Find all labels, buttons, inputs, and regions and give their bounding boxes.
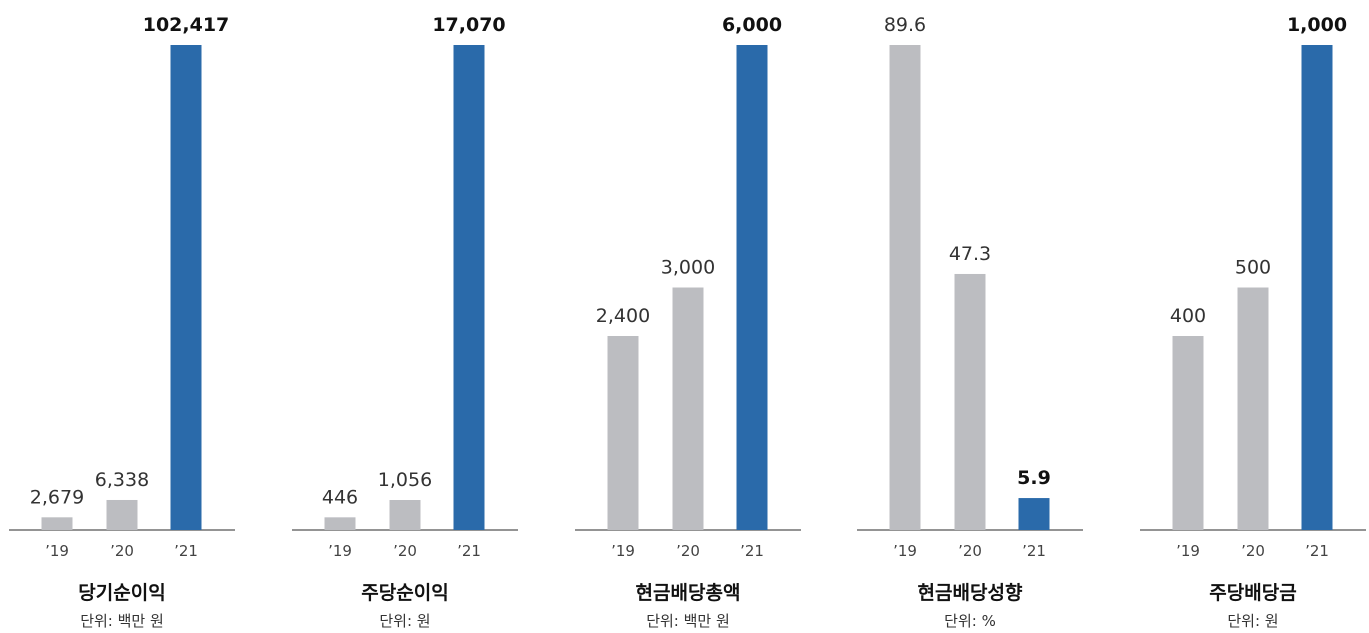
bar-5-2 [1237,287,1269,530]
bar-2-2 [389,499,421,530]
bar-2-3 [453,45,485,530]
x-tick-label: ’21 [1022,542,1046,560]
chart-title: 당기순이익 [78,582,165,604]
bar-1-2 [106,499,138,530]
x-tick-label: ’19 [328,542,352,560]
bar-3-3 [736,45,768,530]
data-label: 446 [322,486,358,508]
data-label: 5.9 [1017,467,1051,489]
x-tick-label: ’20 [110,542,134,560]
chart-title: 현금배당성향 [918,582,1023,604]
x-tick-label: ’19 [611,542,635,560]
chart-title: 현금배당총액 [636,582,741,604]
data-label: 500 [1235,257,1271,279]
x-tick-label: ’20 [393,542,417,560]
unit-label: 단위: 원 [379,612,430,630]
bar-4-1 [889,45,921,530]
bar-5-1 [1172,336,1204,530]
bar-4-3 [1018,498,1050,530]
data-label: 1,000 [1287,14,1347,36]
unit-label: 단위: 백만 원 [646,612,730,630]
x-tick-label: ’20 [1241,542,1265,560]
chart-title: 주당순이익 [361,582,448,604]
data-label: 2,679 [30,486,84,508]
unit-label: 단위: % [944,612,996,630]
bar-1-3 [170,45,202,530]
x-tick-label: ’21 [174,542,198,560]
data-label: 17,070 [432,14,505,36]
data-label: 6,338 [95,469,149,491]
data-label: 89.6 [884,14,926,36]
unit-label: 단위: 원 [1227,612,1278,630]
data-label: 3,000 [661,257,715,279]
bar-1-1 [41,517,73,530]
x-tick-label: ’19 [893,542,917,560]
x-tick-label: ’21 [740,542,764,560]
x-tick-label: ’19 [1176,542,1200,560]
bar-3-2 [672,287,704,530]
bar-2-1 [324,517,356,530]
data-label: 1,056 [378,469,432,491]
data-label: 47.3 [949,243,991,265]
chart-title: 주당배당금 [1209,582,1296,604]
data-label: 102,417 [143,14,230,36]
data-label: 2,400 [596,305,650,327]
x-tick-label: ’20 [958,542,982,560]
bar-5-3 [1301,45,1333,530]
bar-3-1 [607,336,639,530]
unit-label: 단위: 백만 원 [80,612,164,630]
x-tick-label: ’20 [676,542,700,560]
x-tick-label: ’21 [457,542,481,560]
bar-4-2 [954,273,986,530]
x-tick-label: ’21 [1305,542,1329,560]
data-label: 6,000 [722,14,782,36]
x-tick-label: ’19 [45,542,69,560]
data-label: 400 [1170,305,1206,327]
